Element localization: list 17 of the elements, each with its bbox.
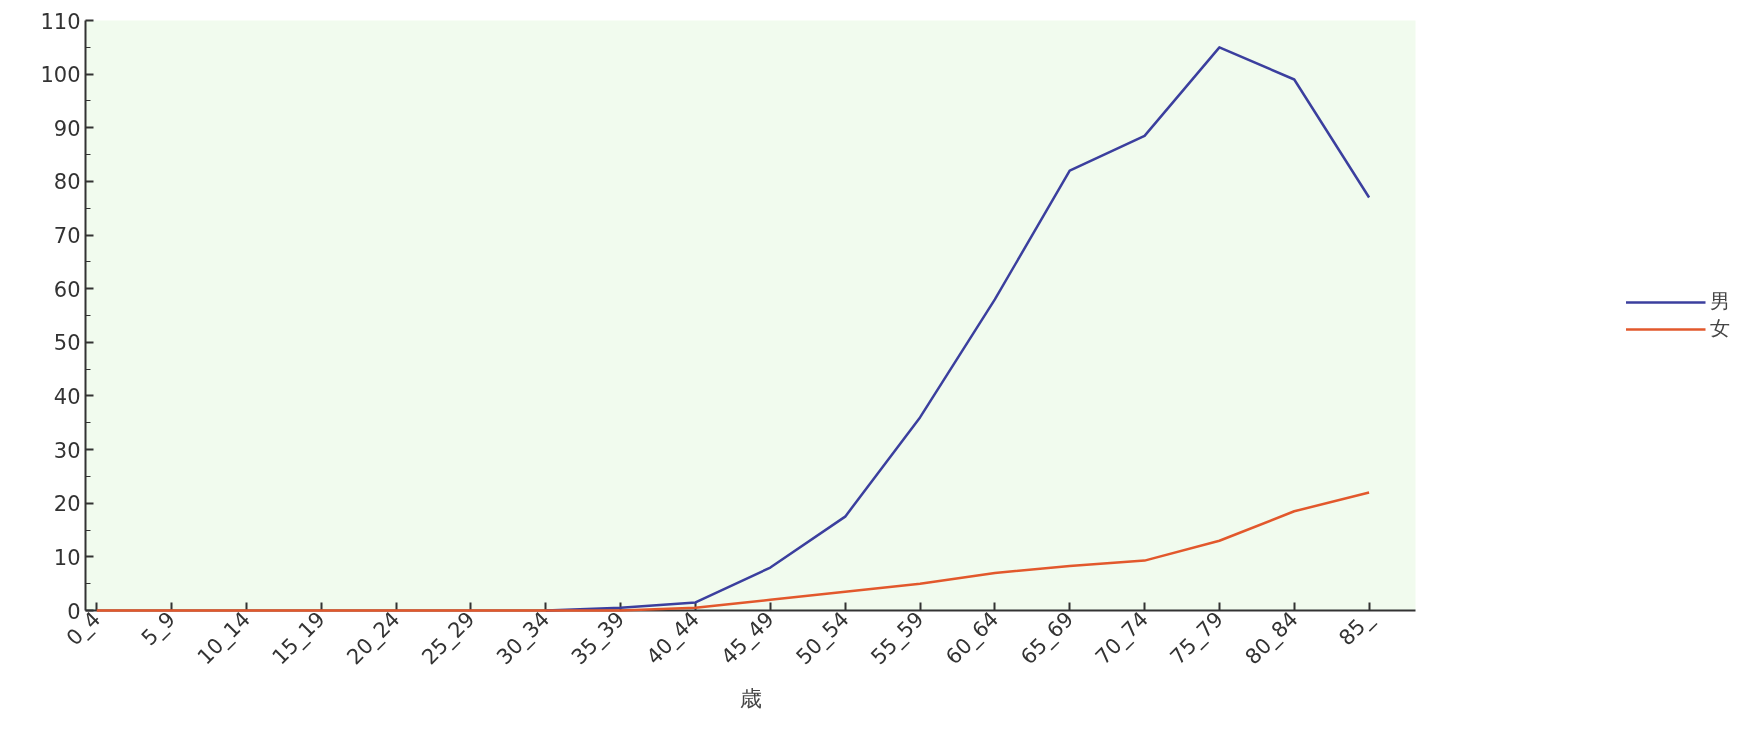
x-tick-label: 85_ — [1334, 606, 1379, 652]
y-tick-label: 40 — [53, 384, 81, 409]
y-tick-label: 50 — [53, 331, 81, 356]
y-tick-label: 10 — [53, 545, 81, 570]
y-tick-label: 20 — [53, 492, 81, 517]
legend-label: 男 — [1710, 288, 1730, 315]
y-tick-label: 90 — [53, 116, 81, 141]
y-tick-label: 30 — [53, 438, 81, 463]
y-tick-label: 70 — [53, 224, 81, 249]
legend-label: 女 — [1710, 315, 1730, 342]
y-tick-label: 110 — [40, 9, 81, 34]
y-tick-label: 80 — [53, 170, 81, 195]
x-axis-title: 歳 — [739, 685, 762, 711]
line-series — [95, 491, 1371, 612]
y-tick-label: 60 — [53, 277, 81, 302]
y-tick-label: 100 — [40, 63, 81, 88]
x-tick-label: 5_9 — [136, 607, 181, 652]
